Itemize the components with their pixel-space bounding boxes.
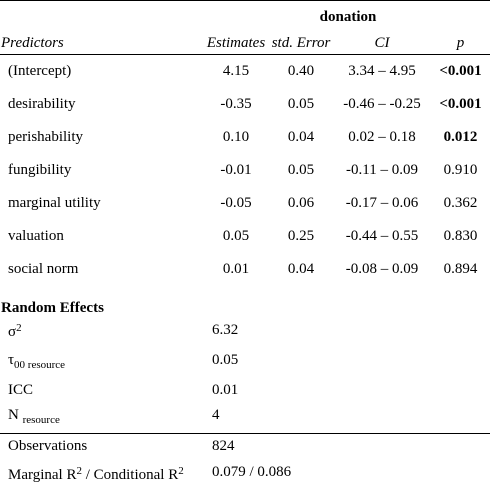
ci-cell: -0.08 – 0.09 (345, 261, 419, 277)
col-header-p: p (456, 35, 465, 51)
p-value-cell: <0.001 (439, 96, 482, 112)
std-error-cell: 0.05 (287, 162, 315, 178)
ci-cell: -0.11 – 0.09 (346, 162, 418, 178)
p-value-cell: 0.362 (443, 195, 478, 211)
predictor-cell: marginal utility (8, 195, 101, 211)
ci-cell: -0.46 – -0.25 (343, 96, 421, 112)
n-resource-value: 4 (212, 407, 220, 423)
fit-rule (0, 433, 490, 434)
predictor-cell: fungibility (8, 162, 72, 178)
n-symbol: N (8, 407, 19, 423)
sigma-symbol: σ (8, 324, 17, 340)
std-error-cell: 0.40 (287, 63, 315, 79)
col-header-estimates: Estimates (206, 35, 266, 51)
ci-cell: -0.44 – 0.55 (345, 228, 419, 244)
estimate-cell: 0.10 (222, 129, 250, 145)
sigma2-value: 6.32 (212, 322, 239, 338)
r2-marginal-text: Marginal R (8, 467, 77, 483)
ci-cell: -0.17 – 0.06 (345, 195, 419, 211)
ci-cell: 3.34 – 4.95 (348, 63, 416, 79)
estimate-cell: 4.15 (222, 63, 250, 79)
r2-marginal-sup: 2 (76, 465, 82, 477)
dependent-variable-header: donation (319, 9, 377, 25)
p-value-cell: 0.894 (443, 261, 478, 277)
col-header-std-error: std. Error (271, 35, 331, 51)
std-error-cell: 0.04 (287, 261, 315, 277)
r2-conditional-sup: 2 (178, 465, 184, 477)
p-value-cell: 0.012 (443, 129, 478, 145)
ci-cell: 0.02 – 0.18 (348, 129, 416, 145)
predictor-cell: desirability (8, 96, 76, 112)
col-header-ci: CI (374, 35, 390, 51)
estimate-cell: -0.01 (220, 162, 252, 178)
tau-symbol: τ (8, 352, 15, 368)
estimate-cell: -0.35 (220, 96, 252, 112)
n-subscript: resource (22, 414, 60, 426)
observations-label: Observations (8, 438, 88, 454)
estimate-cell: -0.05 (220, 195, 252, 211)
std-error-cell: 0.06 (287, 195, 315, 211)
header-rule (0, 54, 490, 55)
icc-value: 0.01 (212, 382, 239, 398)
r2-value: 0.079 / 0.086 (212, 464, 292, 480)
observations-value: 824 (212, 438, 235, 454)
predictor-cell: (Intercept) (8, 63, 72, 79)
p-value-cell: <0.001 (439, 63, 482, 79)
predictor-cell: valuation (8, 228, 64, 244)
estimate-cell: 0.01 (222, 261, 250, 277)
p-value-cell: 0.910 (443, 162, 478, 178)
predictor-cell: social norm (8, 261, 79, 277)
n-resource-label: N resource (8, 407, 60, 426)
col-header-predictors: Predictors (1, 35, 64, 51)
sigma2-superscript: 2 (16, 322, 22, 334)
top-rule (0, 0, 490, 1)
std-error-cell: 0.04 (287, 129, 315, 145)
tau00-subscript: 00 resource (14, 359, 66, 371)
sigma2-label: σ2 (8, 322, 22, 341)
r2-label: Marginal R2 / Conditional R2 (8, 465, 184, 484)
tau00-value: 0.05 (212, 352, 239, 368)
std-error-cell: 0.25 (287, 228, 315, 244)
icc-label: ICC (8, 382, 34, 398)
tau00-label: τ00 resource (8, 352, 66, 371)
p-value-cell: 0.830 (443, 228, 478, 244)
estimate-cell: 0.05 (222, 228, 250, 244)
r2-conditional-text: / Conditional R (81, 467, 179, 483)
predictor-cell: perishability (8, 129, 83, 145)
std-error-cell: 0.05 (287, 96, 315, 112)
random-effects-heading: Random Effects (1, 300, 104, 316)
